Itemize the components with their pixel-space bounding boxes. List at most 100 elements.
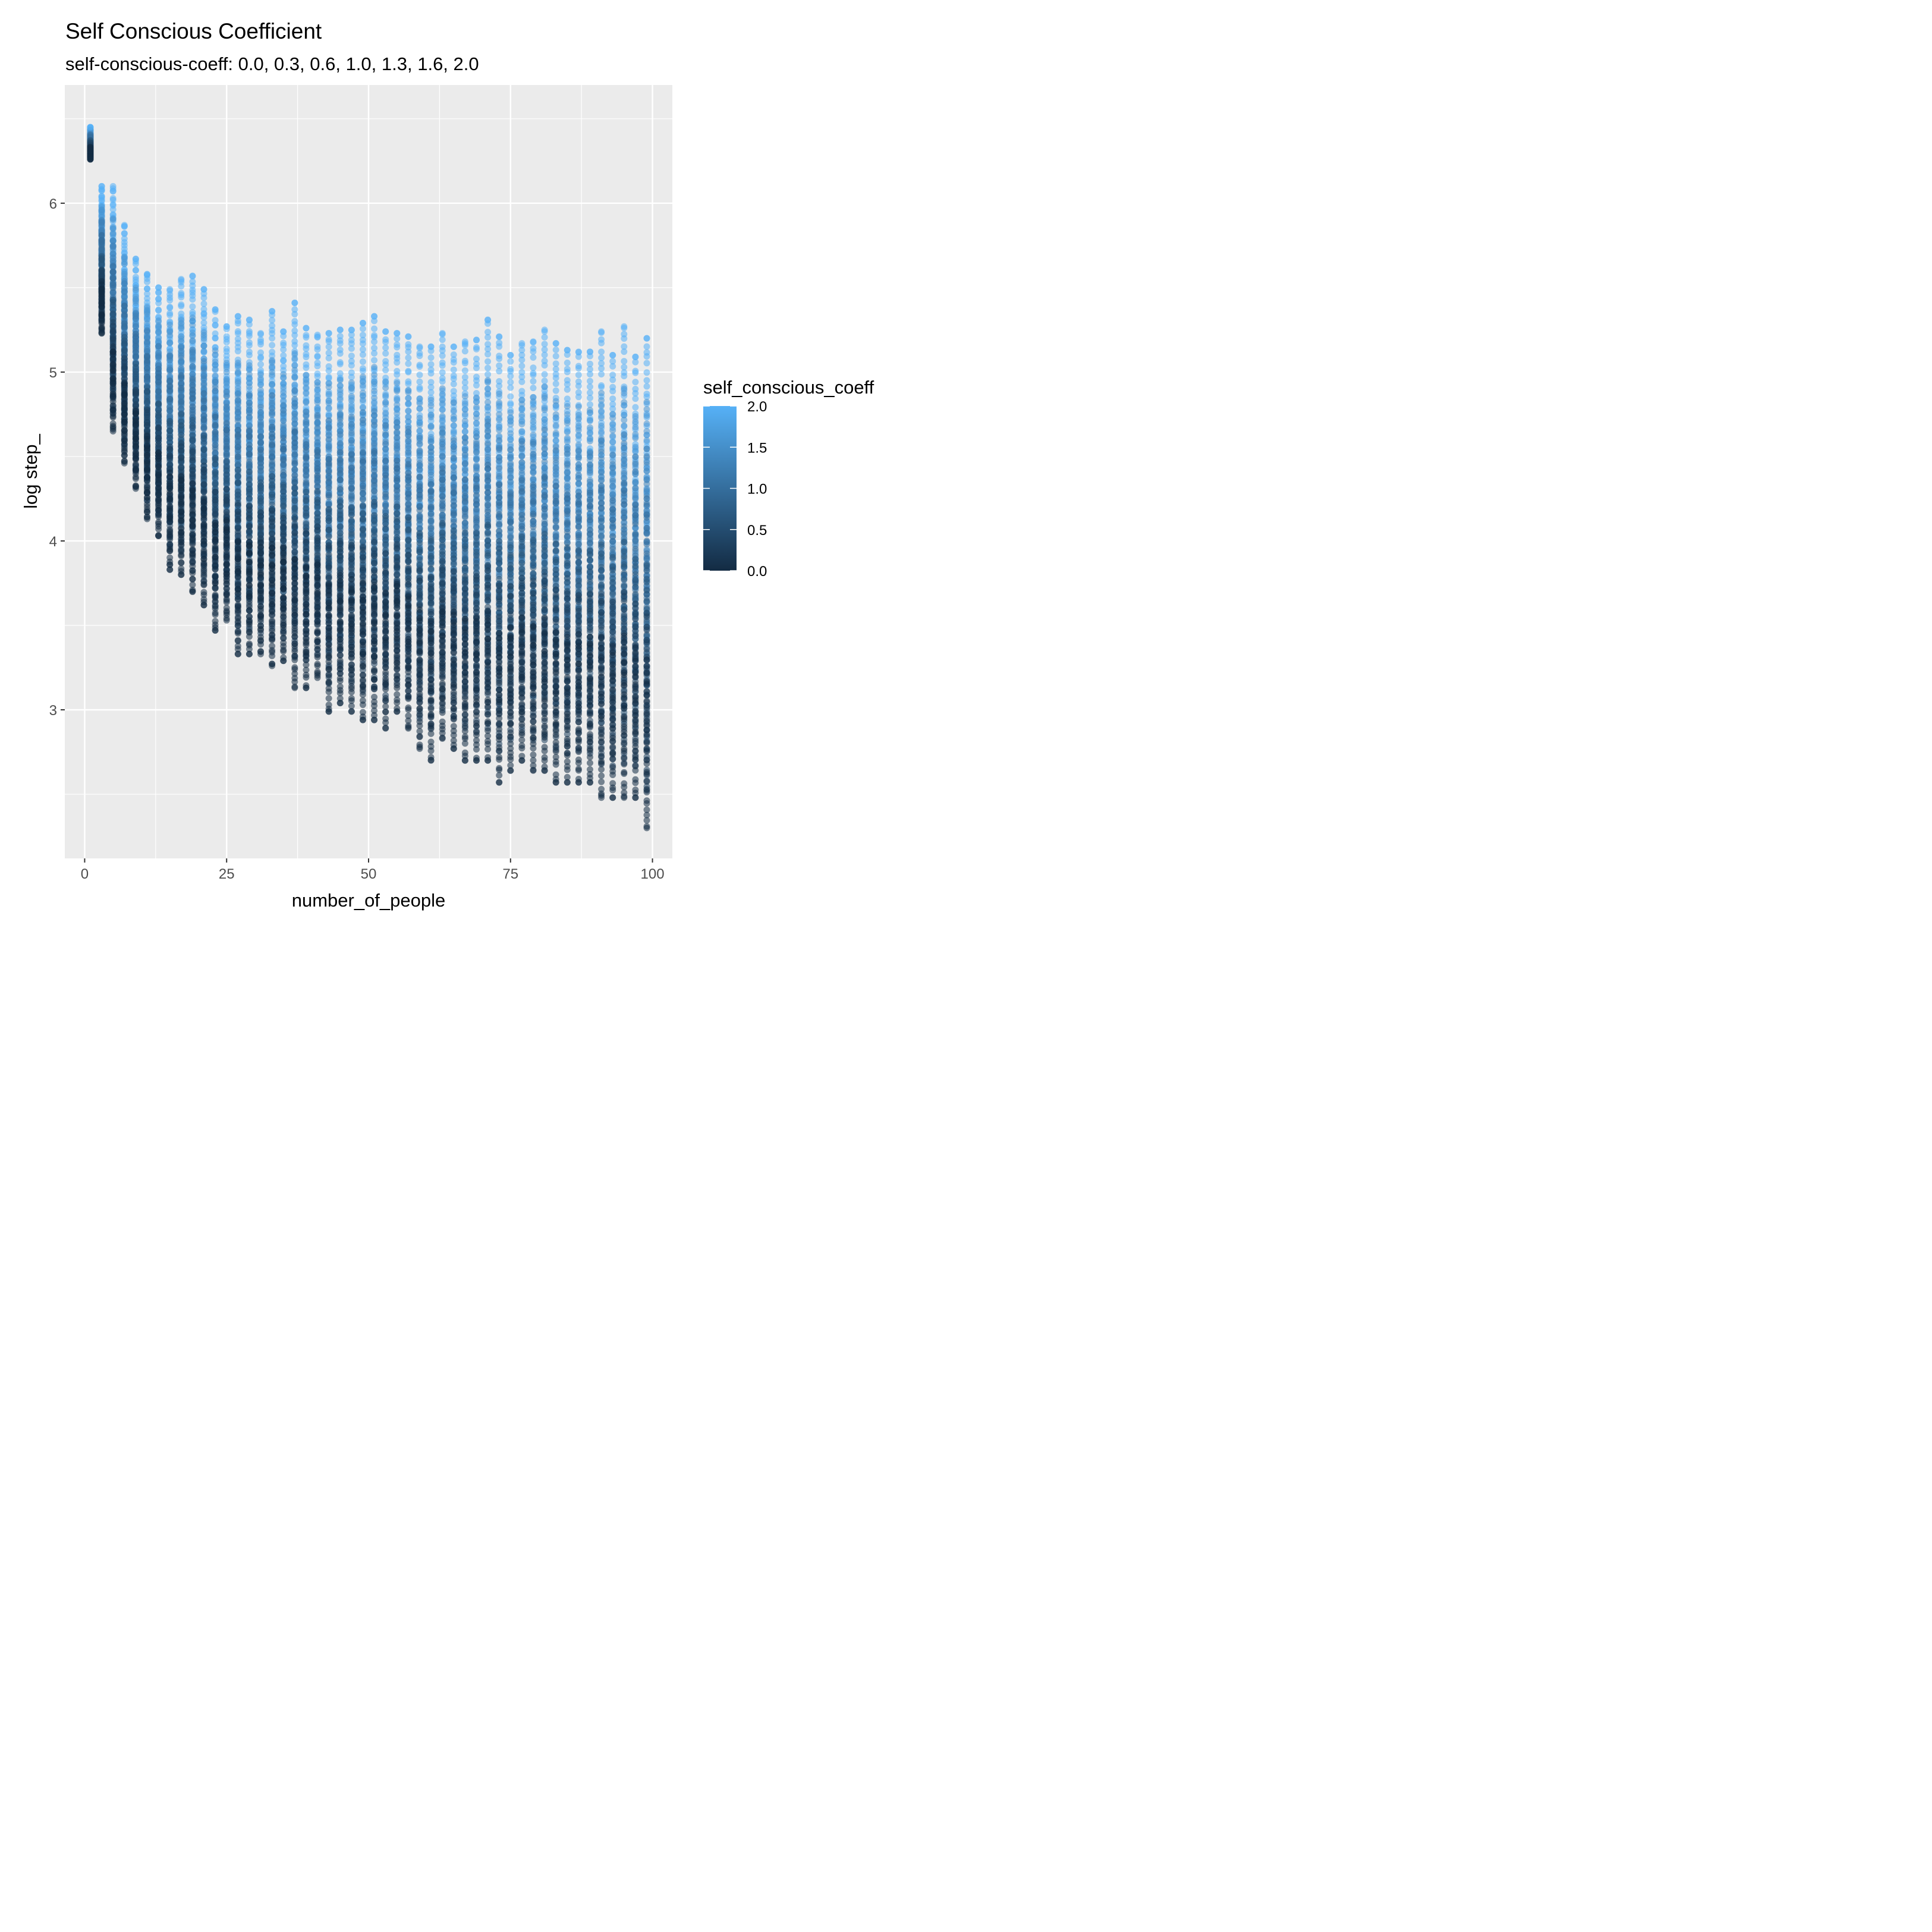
data-point xyxy=(189,558,196,565)
data-point xyxy=(200,578,207,585)
data-point xyxy=(269,399,276,407)
data-point xyxy=(303,440,310,448)
data-point xyxy=(200,412,207,419)
data-point xyxy=(314,343,321,350)
data-point xyxy=(200,462,207,470)
data-point xyxy=(269,430,276,438)
data-point xyxy=(234,628,241,635)
data-point xyxy=(257,612,265,619)
data-point xyxy=(166,286,174,293)
data-point xyxy=(143,432,150,439)
data-point xyxy=(336,449,344,456)
data-point xyxy=(189,530,196,537)
data-point xyxy=(246,362,253,369)
data-point xyxy=(109,306,117,313)
data-point xyxy=(280,574,287,581)
data-point xyxy=(280,566,287,573)
data-point xyxy=(325,678,332,685)
data-point xyxy=(223,458,230,465)
data-point xyxy=(109,263,117,270)
data-point xyxy=(234,488,241,495)
data-point xyxy=(336,636,344,643)
data-point xyxy=(280,443,287,450)
data-point xyxy=(121,278,128,285)
data-point xyxy=(234,545,241,552)
data-point xyxy=(109,275,117,282)
data-point xyxy=(143,353,150,360)
data-point xyxy=(166,353,174,360)
data-point xyxy=(155,366,162,373)
data-point xyxy=(336,440,344,447)
data-point xyxy=(314,523,321,530)
data-point xyxy=(246,399,253,406)
data-point xyxy=(178,565,185,572)
data-point xyxy=(291,497,298,504)
data-point xyxy=(291,618,298,625)
data-point xyxy=(143,335,150,342)
data-point xyxy=(212,429,219,436)
data-point xyxy=(246,339,253,346)
data-point xyxy=(269,357,276,364)
data-point xyxy=(325,468,332,476)
data-point xyxy=(212,421,219,429)
data-point xyxy=(325,423,332,430)
data-point xyxy=(303,361,310,368)
data-point xyxy=(246,427,253,435)
data-point xyxy=(269,516,276,523)
data-point xyxy=(223,493,230,501)
data-point xyxy=(303,505,310,512)
data-point xyxy=(336,523,344,530)
data-point xyxy=(189,423,196,430)
data-point xyxy=(121,284,128,291)
data-point xyxy=(348,393,355,400)
data-point xyxy=(121,437,128,444)
data-point xyxy=(257,361,265,368)
data-point xyxy=(234,601,241,608)
data-point xyxy=(336,476,344,483)
data-point xyxy=(200,446,207,453)
data-point xyxy=(291,479,298,486)
data-point xyxy=(303,520,310,527)
data-point xyxy=(178,276,185,283)
data-point xyxy=(143,304,150,311)
data-point xyxy=(325,363,332,370)
data-point xyxy=(314,559,321,566)
data-point xyxy=(121,303,128,310)
data-point xyxy=(325,506,332,513)
data-point xyxy=(121,423,128,430)
data-point xyxy=(109,335,117,342)
data-point xyxy=(178,411,185,418)
chart-root: Self Conscious Coefficient self-consciou… xyxy=(0,0,932,932)
data-point xyxy=(200,547,207,554)
data-point xyxy=(269,590,276,597)
data-point xyxy=(336,421,344,429)
data-point xyxy=(314,660,321,668)
data-point xyxy=(246,549,253,556)
data-point xyxy=(291,458,298,465)
data-point xyxy=(269,449,276,456)
data-point xyxy=(143,466,150,473)
data-point xyxy=(325,633,332,640)
data-point xyxy=(257,404,265,411)
data-point xyxy=(143,384,150,391)
data-point xyxy=(314,370,321,377)
data-point xyxy=(325,641,332,648)
data-point xyxy=(325,405,332,412)
data-point xyxy=(212,384,219,391)
data-point xyxy=(246,566,253,573)
data-point xyxy=(166,461,174,468)
data-point xyxy=(257,330,265,337)
data-point xyxy=(234,406,241,413)
data-point xyxy=(303,479,310,486)
data-point xyxy=(303,611,310,618)
data-point xyxy=(257,622,265,629)
data-point xyxy=(189,588,196,595)
data-point xyxy=(166,542,174,549)
data-point xyxy=(303,627,310,634)
data-point xyxy=(223,420,230,427)
data-point xyxy=(325,557,332,564)
data-point xyxy=(336,625,344,633)
data-point xyxy=(325,330,332,337)
data-point xyxy=(234,637,241,644)
data-point xyxy=(246,348,253,355)
